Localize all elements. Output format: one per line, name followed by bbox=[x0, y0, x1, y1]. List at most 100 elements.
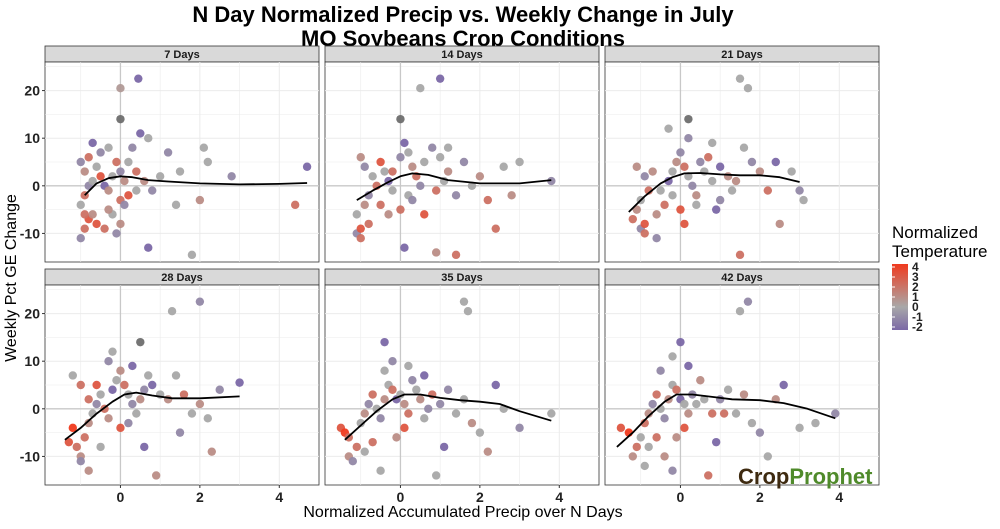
data-point bbox=[108, 347, 117, 356]
data-point bbox=[640, 229, 649, 238]
data-point bbox=[404, 409, 413, 418]
data-point bbox=[459, 395, 469, 404]
data-point bbox=[684, 133, 693, 143]
facet-panel: 42 Days 0 2 4 bbox=[604, 268, 880, 505]
data-point bbox=[723, 385, 733, 394]
data-point bbox=[428, 143, 437, 152]
data-point bbox=[151, 471, 161, 480]
data-point bbox=[739, 390, 749, 399]
data-point bbox=[388, 356, 397, 366]
data-point bbox=[175, 167, 185, 176]
data-point bbox=[463, 306, 473, 316]
data-point bbox=[644, 186, 653, 195]
data-point bbox=[700, 395, 709, 404]
data-point bbox=[632, 162, 641, 171]
data-point bbox=[731, 409, 741, 418]
data-point bbox=[424, 404, 433, 414]
loess-curve bbox=[356, 172, 552, 201]
data-point bbox=[96, 148, 105, 157]
data-point bbox=[668, 167, 677, 176]
data-point bbox=[676, 148, 685, 157]
data-point bbox=[368, 437, 377, 447]
data-point bbox=[680, 219, 689, 229]
data-point bbox=[356, 233, 365, 243]
data-point bbox=[380, 395, 389, 404]
data-point bbox=[684, 361, 693, 371]
y-tick-label: -10 bbox=[20, 225, 40, 241]
data-point bbox=[136, 395, 145, 404]
data-point bbox=[360, 447, 369, 456]
data-point bbox=[356, 153, 365, 162]
data-point bbox=[676, 337, 685, 347]
data-point bbox=[136, 129, 145, 138]
data-point bbox=[76, 157, 85, 167]
data-point bbox=[400, 243, 409, 252]
legend-tick-label: 0 bbox=[912, 300, 919, 314]
data-point bbox=[628, 214, 637, 224]
data-point bbox=[116, 423, 125, 433]
data-point bbox=[144, 371, 153, 380]
data-point bbox=[711, 205, 721, 214]
data-point bbox=[360, 200, 369, 210]
data-point bbox=[431, 471, 441, 480]
data-point bbox=[547, 176, 556, 186]
x-tick-label: 4 bbox=[275, 489, 283, 505]
data-point bbox=[120, 200, 129, 210]
data-point bbox=[435, 74, 445, 83]
data-point bbox=[92, 219, 101, 229]
data-point bbox=[763, 452, 773, 461]
data-point bbox=[735, 250, 745, 260]
data-point bbox=[632, 442, 641, 452]
facet-label: 35 Days bbox=[441, 272, 483, 284]
data-point bbox=[128, 399, 137, 409]
data-point bbox=[704, 153, 713, 162]
data-point bbox=[120, 380, 129, 390]
data-point bbox=[696, 376, 705, 385]
data-point bbox=[672, 433, 681, 442]
legend-title-line1: Normalized bbox=[892, 223, 978, 242]
data-point bbox=[104, 143, 113, 152]
data-point bbox=[676, 205, 685, 214]
data-point bbox=[435, 153, 445, 162]
data-point bbox=[80, 167, 89, 176]
data-point bbox=[696, 157, 705, 167]
data-point bbox=[811, 418, 820, 428]
data-point bbox=[88, 210, 97, 219]
data-point bbox=[648, 399, 657, 409]
legend-tick-label: -1 bbox=[912, 310, 923, 324]
data-point bbox=[640, 461, 649, 471]
x-tick-label: 4 bbox=[555, 489, 563, 505]
legend-color-bar bbox=[892, 264, 908, 330]
data-point bbox=[68, 423, 77, 433]
facet-panel: 7 Days -10 0 10 20 bbox=[20, 45, 320, 263]
data-point bbox=[368, 172, 377, 181]
data-point bbox=[92, 380, 101, 390]
data-point bbox=[451, 250, 461, 260]
data-point bbox=[396, 153, 405, 162]
x-tick-label: 2 bbox=[476, 489, 484, 505]
data-point bbox=[755, 167, 765, 176]
data-point bbox=[92, 399, 101, 409]
data-point bbox=[80, 224, 89, 233]
data-point bbox=[356, 418, 365, 428]
data-point bbox=[688, 181, 697, 191]
data-point bbox=[763, 186, 773, 195]
data-point bbox=[64, 437, 74, 447]
y-tick-label: 10 bbox=[24, 130, 40, 146]
data-point bbox=[668, 352, 677, 361]
watermark-prophet: Prophet bbox=[789, 464, 873, 489]
x-tick-label: 2 bbox=[196, 489, 204, 505]
data-point bbox=[491, 224, 500, 233]
data-point bbox=[684, 409, 693, 418]
data-point bbox=[420, 210, 429, 219]
data-point bbox=[443, 143, 453, 152]
data-point bbox=[104, 356, 113, 366]
data-point bbox=[175, 428, 185, 437]
data-point bbox=[795, 186, 804, 195]
data-point bbox=[644, 442, 653, 452]
data-point bbox=[80, 210, 89, 219]
